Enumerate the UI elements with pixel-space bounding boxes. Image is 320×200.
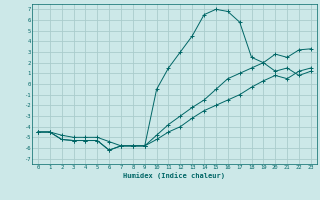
X-axis label: Humidex (Indice chaleur): Humidex (Indice chaleur) (124, 172, 225, 179)
